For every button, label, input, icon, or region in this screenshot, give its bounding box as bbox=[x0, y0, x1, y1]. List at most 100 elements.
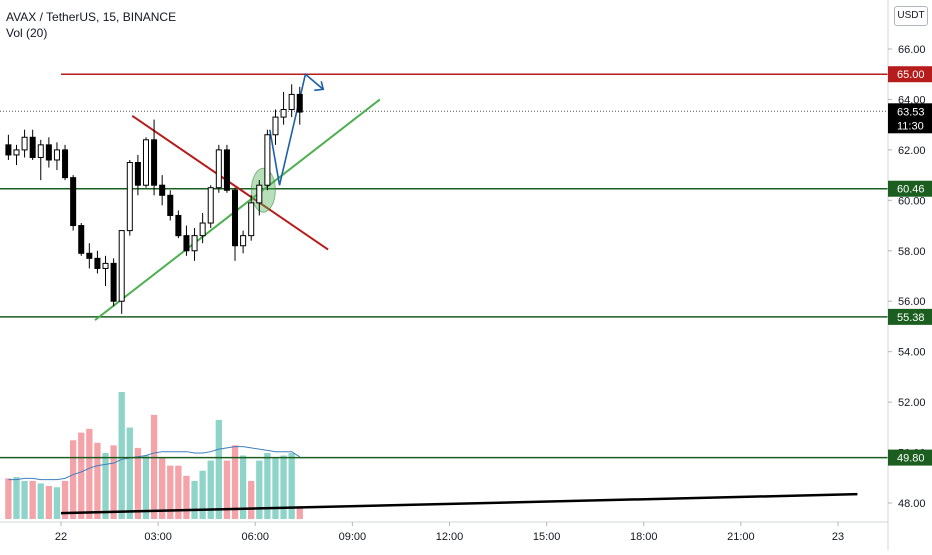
projection-arrowhead bbox=[314, 81, 325, 92]
candle-body bbox=[62, 149, 69, 179]
volume-bar bbox=[13, 477, 20, 519]
price-tick-label: 60.00 bbox=[898, 195, 926, 207]
projection-arrow bbox=[269, 72, 324, 186]
volume-bar bbox=[248, 480, 255, 519]
candle-body bbox=[183, 235, 190, 252]
candle-body bbox=[78, 225, 85, 254]
volume-bar bbox=[207, 460, 214, 519]
candle-body bbox=[272, 116, 279, 136]
time-tick-label: 18:00 bbox=[630, 531, 658, 543]
red-descending-line bbox=[131, 115, 329, 251]
volume-bar bbox=[215, 419, 222, 519]
volume-bar bbox=[29, 480, 36, 519]
volume-bar bbox=[280, 455, 287, 519]
volume-bar bbox=[288, 452, 295, 519]
volume-bar bbox=[5, 478, 12, 519]
symbol-title: AVAX / TetherUS, 15, BINANCE bbox=[6, 10, 177, 24]
candle-body bbox=[102, 262, 109, 269]
candle-body bbox=[118, 230, 125, 302]
price-tick-label: 58.00 bbox=[898, 246, 926, 258]
price-axis: 48.0050.0052.0054.0056.0058.0060.0062.00… bbox=[887, 0, 926, 550]
candle-body bbox=[248, 202, 255, 237]
volume-bar bbox=[150, 414, 158, 519]
volume-bar bbox=[264, 452, 271, 519]
volume-bar bbox=[126, 427, 133, 519]
last-price-label: 63.53 bbox=[897, 106, 925, 118]
level-tag bbox=[888, 308, 932, 325]
candle-body bbox=[151, 139, 158, 186]
candle-body bbox=[29, 136, 36, 158]
volume-indicator-label: Vol (20) bbox=[6, 26, 48, 40]
volume-bar bbox=[134, 447, 142, 519]
volume-bar bbox=[53, 487, 61, 519]
volume-bar bbox=[296, 506, 303, 519]
candle-body bbox=[53, 149, 60, 161]
candle-body bbox=[45, 144, 52, 161]
level-tag bbox=[888, 449, 932, 466]
candle-body bbox=[280, 109, 287, 118]
candle-body bbox=[264, 134, 271, 186]
candle-body bbox=[191, 235, 198, 252]
volume-bar bbox=[142, 455, 150, 519]
currency-badge[interactable]: USDT bbox=[894, 6, 928, 26]
candle-body bbox=[296, 93, 303, 113]
volume-bar bbox=[272, 458, 279, 519]
volume-bar bbox=[256, 460, 263, 519]
volume-bar bbox=[191, 480, 198, 519]
candle-body bbox=[13, 149, 20, 156]
volume-bars bbox=[5, 392, 303, 519]
candle-body bbox=[134, 162, 141, 186]
candle-body bbox=[86, 252, 93, 259]
volume-bar bbox=[61, 480, 69, 519]
time-tick-label: 06:00 bbox=[241, 531, 269, 543]
volume-bar bbox=[21, 480, 28, 519]
volume-bar bbox=[159, 458, 166, 519]
chart-legend: AVAX / TetherUS, 15, BINANCE Vol (20) bbox=[6, 9, 176, 41]
candle-body bbox=[5, 144, 12, 156]
candle-body bbox=[240, 235, 247, 247]
time-axis: 22 03:00 06:00 09:00 12:00 15:00 18:00 21:00 23 bbox=[0, 521, 888, 543]
level-tag-label: 49.80 bbox=[897, 453, 925, 465]
candle-body bbox=[207, 187, 214, 224]
candle-body bbox=[21, 136, 28, 151]
highlight-ellipse bbox=[250, 167, 276, 213]
level-tag-label: 65.00 bbox=[897, 69, 925, 81]
candle-body bbox=[256, 184, 263, 204]
candle-body bbox=[223, 149, 230, 191]
volume-bar bbox=[183, 475, 190, 519]
level-tag bbox=[888, 180, 932, 197]
volume-bar bbox=[167, 465, 174, 519]
candle-body bbox=[37, 144, 44, 158]
countdown-label: 11:30 bbox=[897, 120, 924, 132]
time-tick-label: 21:00 bbox=[727, 531, 755, 543]
candle-body bbox=[232, 189, 239, 247]
time-tick-label: 03:00 bbox=[144, 531, 172, 543]
candles bbox=[5, 84, 303, 314]
candle-body bbox=[70, 177, 77, 227]
candle-body bbox=[126, 162, 133, 232]
price-tick-label: 48.00 bbox=[898, 498, 926, 510]
price-tick-label: 56.00 bbox=[898, 296, 926, 308]
last-price-tag bbox=[888, 103, 932, 134]
volume-bar bbox=[110, 445, 117, 519]
volume-bar bbox=[94, 442, 101, 519]
volume-bar bbox=[118, 392, 125, 519]
black-trend-line bbox=[60, 492, 858, 515]
volume-bar bbox=[78, 432, 85, 519]
time-tick-label: 22 bbox=[55, 531, 67, 543]
candle-body bbox=[159, 184, 166, 196]
candle-body bbox=[215, 149, 222, 189]
candle-body bbox=[167, 194, 174, 216]
horizontal-levels bbox=[0, 73, 888, 459]
time-tick-label: 12:00 bbox=[436, 531, 464, 543]
candle-body bbox=[142, 139, 149, 186]
volume-bar bbox=[69, 440, 77, 519]
time-tick-label: 15:00 bbox=[533, 531, 561, 543]
price-tick-label: 52.00 bbox=[898, 397, 926, 409]
candle-body bbox=[175, 214, 182, 237]
candle-body bbox=[288, 93, 295, 111]
price-tags: 65.00 60.46 55.38 49.80 63.53 11:30 bbox=[888, 66, 932, 466]
level-tag bbox=[888, 66, 932, 83]
